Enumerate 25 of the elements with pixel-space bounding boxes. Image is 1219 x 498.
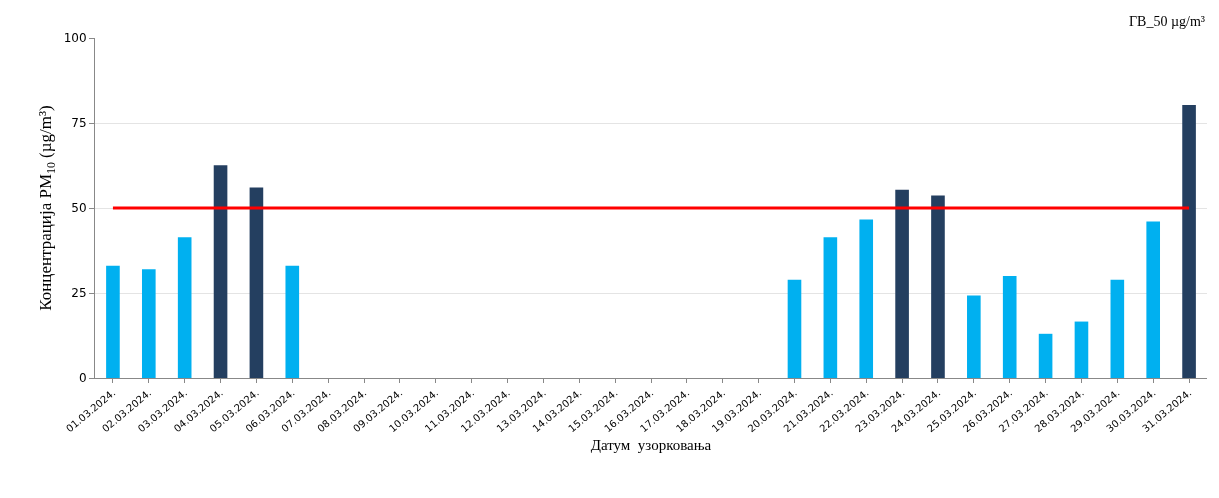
bar <box>1182 104 1196 378</box>
bar <box>967 295 981 378</box>
bar <box>1038 333 1053 378</box>
bar <box>249 187 264 378</box>
text: ГВ_50 µg/m³ <box>1129 14 1205 29</box>
bar <box>1074 321 1089 378</box>
bar <box>895 189 909 378</box>
y-tick-label: 0 <box>78 371 87 386</box>
y-tick-label: 75 <box>71 116 87 131</box>
bar <box>213 165 228 378</box>
bar <box>823 237 838 378</box>
bar <box>1146 221 1161 378</box>
bar <box>106 265 120 378</box>
y-tick-label: 100 <box>63 31 87 46</box>
y-tick-label: 25 <box>71 286 87 301</box>
x-axis-title: Датум узорковања <box>590 437 712 454</box>
bar <box>177 237 192 378</box>
bar <box>1110 279 1125 378</box>
bar <box>141 269 156 378</box>
bar <box>285 265 300 378</box>
bar <box>931 195 945 378</box>
bar <box>859 219 874 378</box>
bar <box>1002 276 1017 378</box>
y-tick-label: 50 <box>71 201 87 216</box>
bar <box>787 279 802 378</box>
